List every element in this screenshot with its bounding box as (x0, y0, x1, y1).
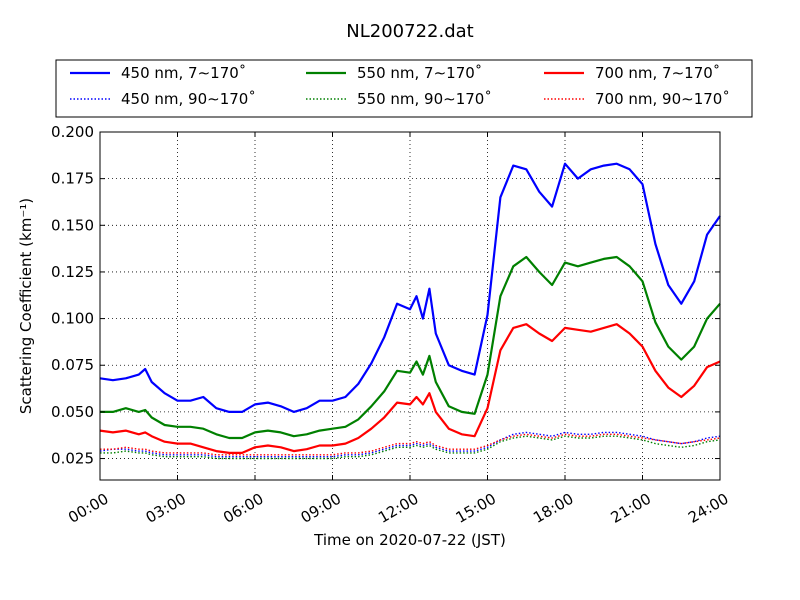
legend-label-3: 450 nm, 90∼170˚ (121, 90, 256, 108)
legend-label-1: 550 nm, 7∼170˚ (357, 64, 482, 82)
x-tick-label: 24:00 (685, 490, 731, 527)
y-tick-label: 0.200 (51, 123, 94, 141)
x-tick-label: 21:00 (608, 490, 654, 527)
x-tick-label: 00:00 (65, 490, 111, 527)
y-tick-label: 0.125 (51, 263, 94, 281)
chart-title: NL200722.dat (346, 21, 473, 42)
series-line-3 (99, 431, 721, 458)
y-tick-label: 0.150 (51, 216, 94, 234)
series-line-2 (99, 323, 721, 454)
legend: 450 nm, 7∼170˚ 550 nm, 7∼170˚ 700 nm, 7∼17… (55, 59, 753, 118)
y-tick-label: 0.175 (51, 170, 94, 188)
series-layer (99, 162, 721, 460)
legend-label-0: 450 nm, 7∼170˚ (121, 64, 246, 82)
y-tick-label: 0.025 (51, 450, 94, 468)
y-tick-label: 0.075 (51, 356, 94, 374)
legend-label-5: 700 nm, 90∼170˚ (595, 90, 730, 108)
x-tick-label: 09:00 (298, 490, 344, 527)
series-line-0 (99, 162, 721, 413)
series-line-4 (100, 435, 721, 460)
legend-label-2: 700 nm, 7∼170˚ (595, 64, 720, 82)
x-tick-label: 12:00 (375, 490, 421, 527)
y-tick-label: 0.050 (51, 403, 94, 421)
y-tick-label: 0.100 (51, 310, 94, 328)
legend-frame (55, 59, 753, 118)
x-tick-label: 15:00 (453, 490, 499, 527)
x-tick-label: 03:00 (143, 490, 189, 527)
x-tick-label: 06:00 (220, 490, 266, 527)
series-line-1 (100, 255, 721, 440)
legend-label-4: 550 nm, 90∼170˚ (357, 90, 492, 108)
x-axis-label: Time on 2020-07-22 (JST) (313, 531, 506, 549)
x-tick-label: 18:00 (530, 490, 576, 527)
y-axis-label: Scattering Coefficient (km⁻¹) (17, 198, 35, 414)
ticks: 00:00 03:00 06:00 09:00 12:00 15:00 18:00 21:00… (51, 123, 732, 527)
series-line-5 (100, 433, 721, 456)
